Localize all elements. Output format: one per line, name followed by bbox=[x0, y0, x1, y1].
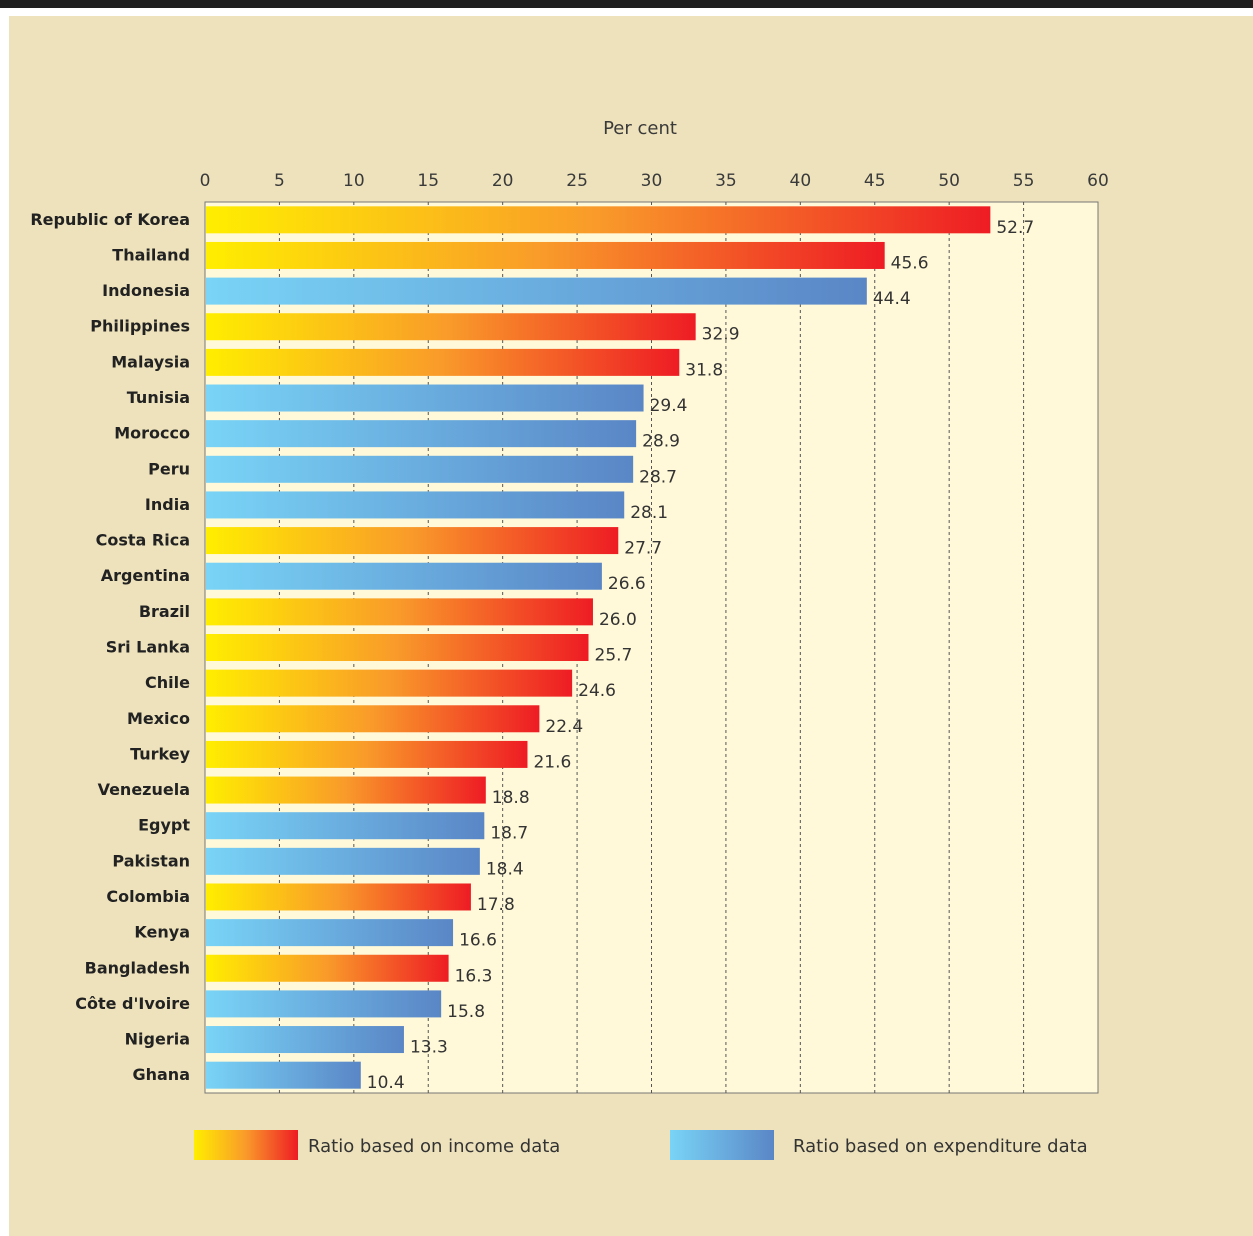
category-label: Bangladesh bbox=[85, 958, 190, 977]
category-label: Chile bbox=[145, 673, 190, 692]
value-label: 26.6 bbox=[608, 574, 646, 594]
category-label: Côte d'Ivoire bbox=[75, 994, 190, 1013]
x-tick-label: 30 bbox=[641, 171, 663, 191]
bar-expenditure bbox=[206, 491, 625, 519]
value-label: 44.4 bbox=[873, 289, 911, 309]
value-label: 10.4 bbox=[367, 1073, 405, 1093]
value-label: 18.7 bbox=[490, 824, 528, 844]
legend-label: Ratio based on expenditure data bbox=[793, 1136, 1088, 1157]
category-label: Colombia bbox=[106, 887, 190, 906]
category-label: India bbox=[145, 495, 190, 514]
bar-expenditure bbox=[206, 812, 485, 840]
value-label: 52.7 bbox=[996, 218, 1034, 238]
category-label: Turkey bbox=[130, 744, 191, 763]
category-label: Republic of Korea bbox=[30, 210, 190, 229]
bar-expenditure bbox=[206, 990, 442, 1018]
bar-expenditure bbox=[206, 455, 634, 483]
value-label: 31.8 bbox=[685, 360, 723, 380]
bar-income bbox=[206, 241, 885, 269]
value-label: 15.8 bbox=[447, 1002, 485, 1022]
bar-income bbox=[206, 348, 680, 376]
category-label: Ghana bbox=[132, 1065, 190, 1084]
bar-income bbox=[206, 740, 528, 768]
bar-income bbox=[206, 669, 573, 697]
category-label: Kenya bbox=[134, 923, 190, 942]
value-label: 13.3 bbox=[410, 1038, 448, 1058]
value-label: 28.9 bbox=[642, 432, 680, 452]
legend-swatch bbox=[670, 1130, 774, 1160]
category-label: Argentina bbox=[101, 566, 190, 585]
category-label: Philippines bbox=[90, 317, 190, 336]
value-label: 32.9 bbox=[702, 325, 740, 345]
x-tick-label: 20 bbox=[492, 171, 514, 191]
x-tick-label: 50 bbox=[938, 171, 960, 191]
category-label: Thailand bbox=[112, 245, 190, 264]
value-label: 29.4 bbox=[650, 396, 688, 416]
category-label: Mexico bbox=[127, 709, 190, 728]
value-label: 28.1 bbox=[630, 503, 668, 523]
bar-chart: Per cent 0 5 10 15 20 25 30 35 40 45 50 55 60 Republ… bbox=[30, 118, 1109, 1160]
category-label: Venezuela bbox=[98, 780, 190, 799]
category-label: Costa Rica bbox=[96, 531, 190, 550]
bar-expenditure bbox=[206, 1026, 404, 1054]
x-axis-title: Per cent bbox=[603, 118, 677, 139]
x-tick-label: 15 bbox=[417, 171, 439, 191]
category-label: Morocco bbox=[114, 424, 190, 443]
value-label: 18.4 bbox=[486, 859, 524, 879]
value-label: 16.3 bbox=[455, 966, 493, 986]
bar-income bbox=[206, 883, 471, 911]
bar-income bbox=[206, 634, 589, 661]
bar-income bbox=[206, 206, 991, 234]
x-tick-label: 5 bbox=[274, 171, 285, 191]
legend-label: Ratio based on income data bbox=[308, 1136, 560, 1157]
category-label: Tunisia bbox=[127, 388, 190, 407]
bar-expenditure bbox=[206, 277, 867, 305]
bar-income bbox=[206, 313, 696, 341]
value-label: 24.6 bbox=[578, 681, 616, 701]
value-label: 26.0 bbox=[599, 610, 637, 630]
x-tick-label: 40 bbox=[790, 171, 812, 191]
bar-expenditure bbox=[206, 919, 454, 947]
x-tick-label: 0 bbox=[200, 171, 211, 191]
bar-income bbox=[206, 776, 486, 804]
value-label: 22.4 bbox=[545, 717, 583, 737]
x-tick-label: 10 bbox=[343, 171, 365, 191]
x-tick-label: 35 bbox=[715, 171, 737, 191]
x-tick-label: 55 bbox=[1013, 171, 1035, 191]
bar-income bbox=[206, 598, 593, 626]
legend-swatch bbox=[194, 1130, 298, 1160]
category-label: Sri Lanka bbox=[106, 638, 190, 657]
value-label: 45.6 bbox=[891, 253, 929, 273]
bar-expenditure bbox=[206, 562, 602, 590]
chart-panel: Per cent 0 5 10 15 20 25 30 35 40 45 50 55 60 Republ… bbox=[9, 16, 1253, 1236]
bar-expenditure bbox=[206, 420, 637, 448]
value-label: 25.7 bbox=[595, 646, 633, 666]
x-tick-label: 60 bbox=[1087, 171, 1109, 191]
value-label: 18.8 bbox=[492, 788, 530, 808]
value-label: 16.6 bbox=[459, 931, 497, 951]
bar-income bbox=[206, 527, 619, 555]
category-label: Brazil bbox=[139, 602, 190, 621]
category-label: Indonesia bbox=[102, 281, 190, 300]
value-label: 21.6 bbox=[533, 752, 571, 772]
category-label: Pakistan bbox=[112, 851, 190, 870]
category-label: Malaysia bbox=[111, 352, 190, 371]
bar-expenditure bbox=[206, 847, 480, 875]
bar-income bbox=[206, 705, 540, 733]
x-tick-label: 25 bbox=[566, 171, 588, 191]
x-tick-label: 45 bbox=[864, 171, 886, 191]
category-label: Egypt bbox=[138, 816, 190, 835]
value-label: 27.7 bbox=[624, 539, 662, 559]
category-label: Peru bbox=[148, 459, 190, 478]
value-label: 28.7 bbox=[639, 467, 677, 487]
bar-income bbox=[206, 954, 449, 982]
category-label: Nigeria bbox=[125, 1030, 190, 1049]
bar-expenditure bbox=[206, 1061, 361, 1089]
value-label: 17.8 bbox=[477, 895, 515, 915]
bar-expenditure bbox=[206, 384, 644, 412]
